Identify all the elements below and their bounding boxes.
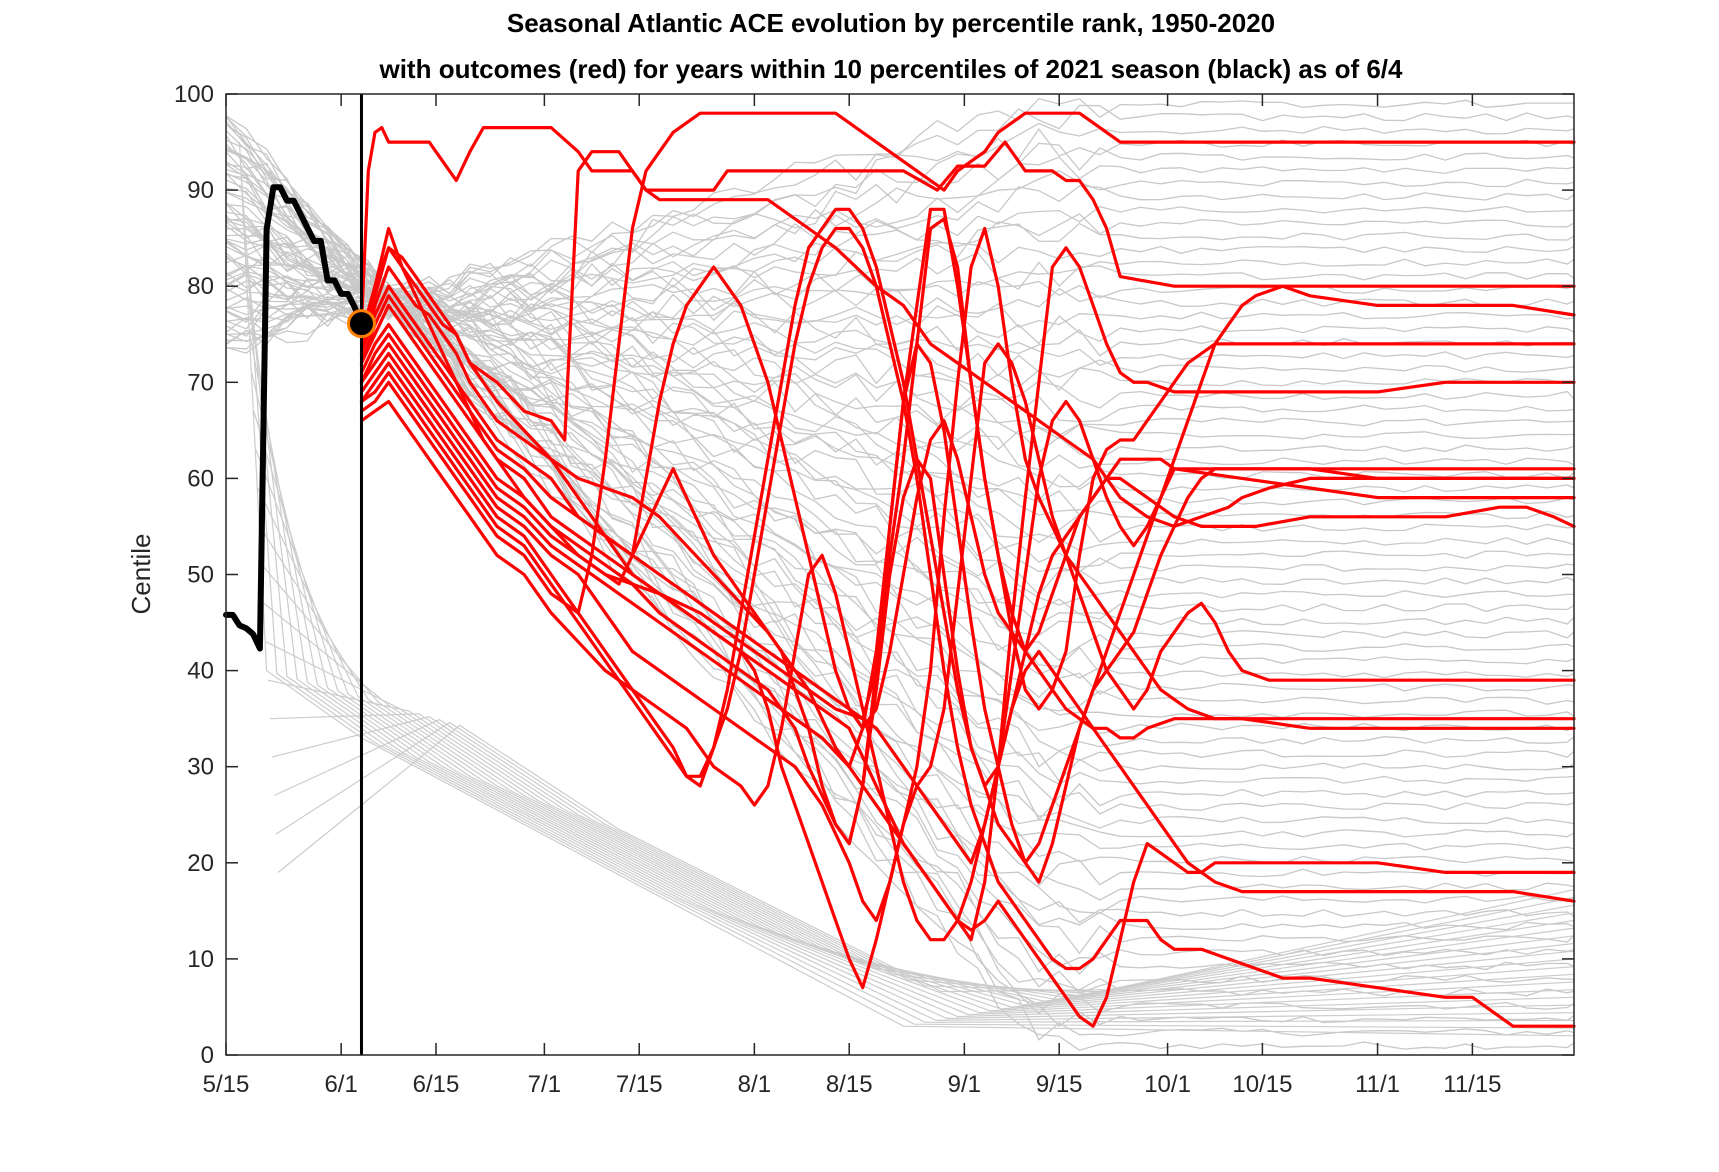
background-line	[225, 287, 1575, 322]
background-line	[245, 257, 1575, 1022]
x-tick-label: 8/15	[826, 1071, 873, 1098]
y-tick-label: 0	[201, 1042, 214, 1069]
background-line	[241, 180, 1575, 1029]
background-line	[225, 172, 1575, 807]
background-line	[225, 201, 1575, 679]
season-2021-line	[223, 184, 365, 652]
y-tick-label: 50	[187, 562, 214, 589]
background-line	[225, 185, 1575, 338]
background-line	[225, 156, 1575, 346]
background-line	[225, 142, 1575, 350]
outcome-series-line-13	[359, 226, 1576, 1028]
background-line	[265, 641, 1575, 1002]
background-line	[273, 718, 1575, 995]
background-line	[253, 410, 1575, 1014]
background-line	[255, 449, 1575, 1012]
background-line	[249, 334, 1575, 1018]
background-line	[271, 716, 1575, 997]
x-tick-label: 10/1	[1144, 1071, 1191, 1098]
y-tick-label: 100	[174, 81, 214, 108]
background-line	[225, 281, 1575, 378]
y-tick-label: 70	[187, 369, 214, 396]
outcome-series-line-5	[359, 246, 1576, 942]
y-tick-label: 60	[187, 465, 214, 492]
background-line	[225, 246, 1575, 503]
y-tick-label: 20	[187, 850, 214, 877]
background-line	[225, 274, 1575, 345]
y-tick-label: 90	[187, 177, 214, 204]
x-tick-label: 7/15	[616, 1071, 663, 1098]
outcome-series-line-4	[359, 207, 1576, 769]
outcome-series-line-14	[359, 207, 1576, 865]
outcome-series-line-1	[359, 126, 1576, 327]
x-axis: 5/15 6/1 6/15 7/1 7/15 8/1 8/15 9/1 9/15 10/1 10/1…	[203, 94, 1502, 1098]
background-line	[225, 214, 1575, 674]
background-line	[269, 713, 1575, 998]
background-line	[263, 602, 1575, 1004]
background-line	[225, 104, 1575, 342]
x-tick-label: 6/15	[413, 1071, 460, 1098]
series-layer	[223, 111, 1576, 1028]
background-line	[225, 241, 1575, 544]
background-line	[225, 251, 1575, 330]
x-tick-label: 9/1	[948, 1071, 981, 1098]
y-tick-label: 30	[187, 754, 214, 781]
outcome-series-line-15	[359, 111, 1576, 615]
y-axis-label: Centile	[126, 534, 156, 615]
background-line	[261, 564, 1575, 1006]
background-line	[225, 163, 1575, 838]
background-line	[225, 187, 1575, 768]
background-line	[225, 122, 1575, 354]
x-tick-label: 10/15	[1232, 1071, 1292, 1098]
background-line	[225, 211, 1575, 699]
background-line	[251, 372, 1575, 1016]
y-tick-label: 40	[187, 658, 214, 685]
x-tick-label: 11/1	[1355, 1071, 1400, 1098]
background-line	[275, 721, 1575, 993]
background-line	[225, 242, 1575, 321]
outcome-series-line-11	[359, 342, 1576, 1028]
outcome-series-line-16	[359, 399, 1576, 942]
x-tick-label: 8/1	[738, 1071, 771, 1098]
background-line	[225, 116, 1575, 1027]
background-line	[225, 98, 1575, 346]
outcome-series-line-10	[359, 265, 1576, 730]
background-line	[225, 170, 1575, 336]
x-tick-label: 7/1	[528, 1071, 561, 1098]
background-line	[225, 168, 1575, 821]
marker-layer	[346, 94, 376, 1055]
background-line	[225, 143, 1575, 931]
x-tick-label: 9/15	[1036, 1071, 1083, 1098]
y-tick-label: 10	[187, 946, 214, 973]
x-tick-label: 11/15	[1443, 1071, 1501, 1098]
background-line	[243, 218, 1575, 1023]
background-percentile-lines	[225, 98, 1575, 1051]
background-line	[225, 205, 1575, 334]
background-line	[257, 487, 1575, 1010]
x-tick-label: 5/15	[203, 1071, 250, 1098]
y-tick-label: 80	[187, 273, 214, 300]
background-line	[225, 291, 1575, 328]
plot-area	[223, 93, 1576, 1056]
chart-title-line-2: with outcomes (red) for years within 10 …	[378, 54, 1403, 84]
axes-background	[226, 94, 1574, 1055]
chart-title-line-1: Seasonal Atlantic ACE evolution by perce…	[507, 8, 1275, 38]
background-line	[225, 221, 1575, 662]
background-line	[247, 295, 1575, 1020]
background-line	[277, 724, 1575, 993]
x-tick-label: 6/1	[324, 1071, 357, 1098]
current-value-marker	[346, 309, 376, 339]
background-line	[225, 148, 1575, 955]
y-axis: 0 10 20 30 40 50 60 70 80 90 100	[174, 81, 1574, 1069]
background-line	[267, 679, 1575, 1000]
background-line	[225, 257, 1575, 488]
